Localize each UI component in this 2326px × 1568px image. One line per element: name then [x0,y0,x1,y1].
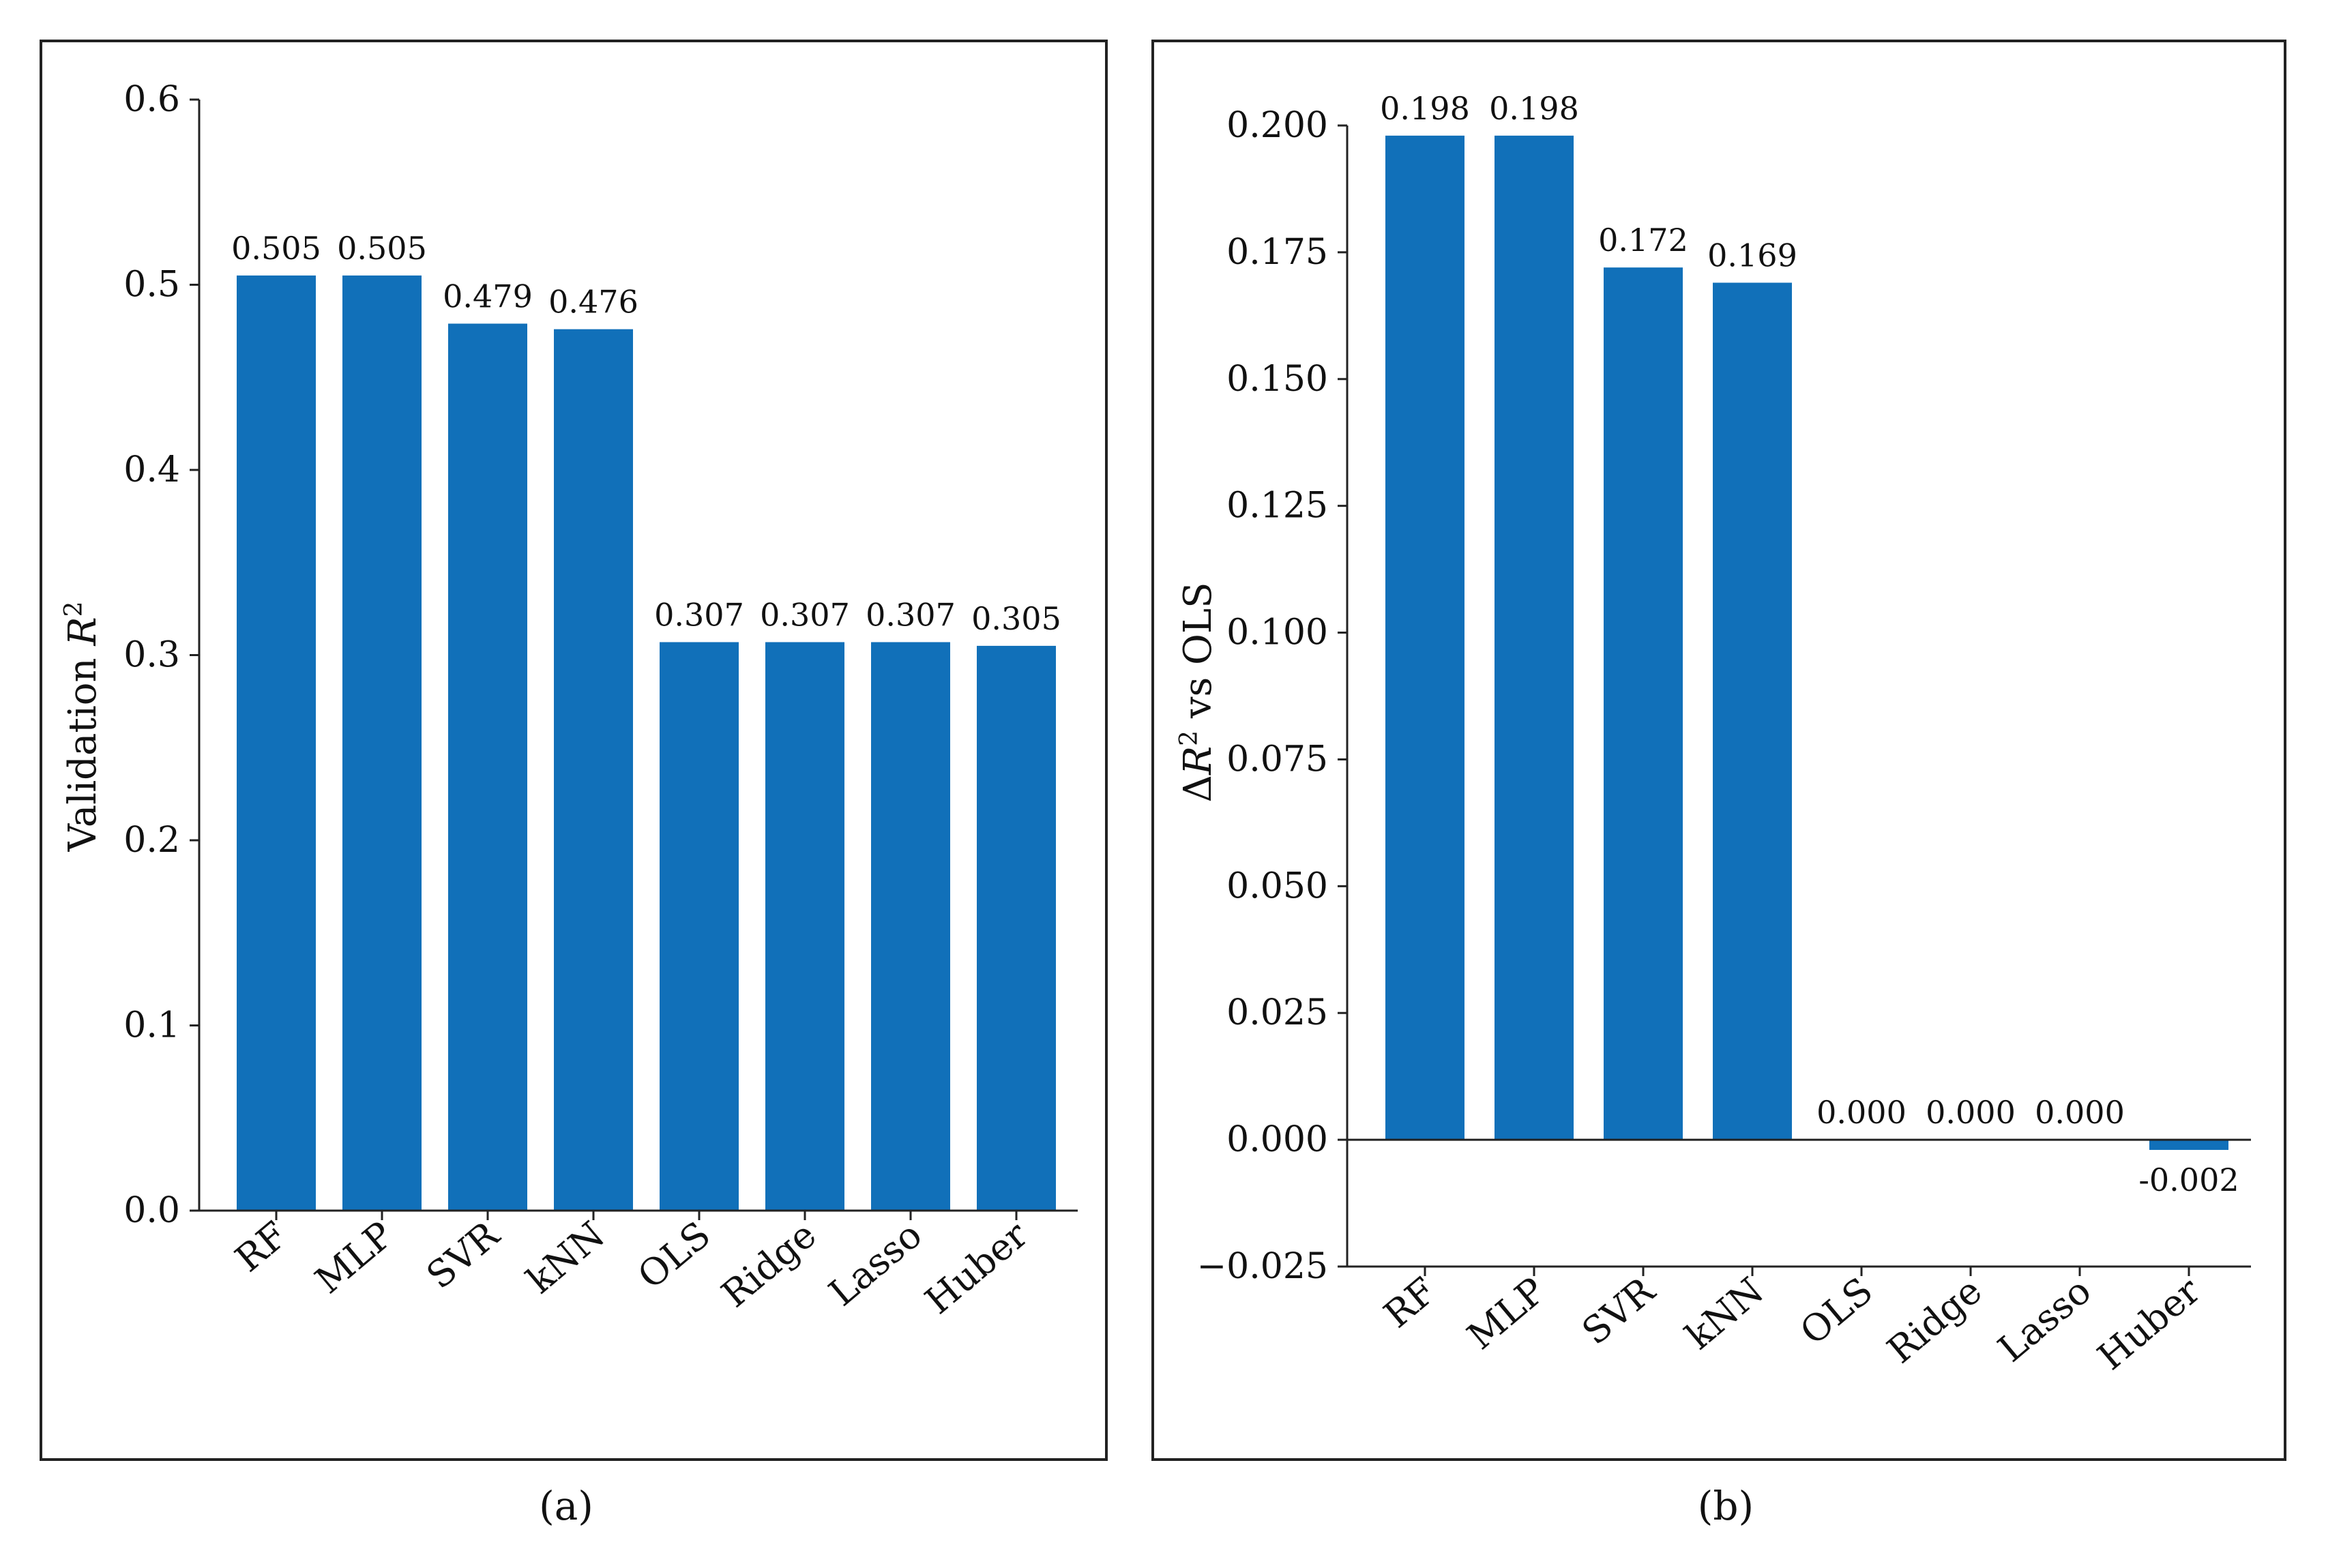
b-y-tick-label: 0.025 [1226,992,1328,1033]
a-data-label-lasso: 0.307 [866,596,956,633]
b-y-tick-label: 0.150 [1226,359,1328,400]
b-y-tick-label: 0.200 [1226,105,1328,146]
b-y-tick-label: 0.100 [1226,612,1328,653]
a-y-tick-label: 0.5 [123,265,180,306]
b-bar-knn [1713,282,1792,1140]
a-data-label-svr: 0.479 [443,278,533,315]
a-bar-knn [554,329,633,1211]
a-bar-ridge [765,642,844,1211]
a-data-label-mlp: 0.505 [337,230,427,267]
a-x-tick-label-mlp: MLP [307,1213,401,1302]
b-bar-svr [1604,267,1683,1140]
a-y-tick-label: 0.2 [123,820,180,861]
a-y-axis: 0.0 0.1 0.2 0.3 0.4 0.5 0.6 [123,79,201,1231]
a-bar-svr [448,323,527,1211]
a-y-tick-label: 0.3 [123,635,180,676]
b-x-tick-label-ols: OLS [1792,1269,1881,1354]
a-x-tick-label-lasso: Lasso [821,1213,930,1315]
a-y-tick-label: 0.1 [123,1005,180,1046]
b-bar-huber [2149,1140,2228,1150]
a-subtitle: (a) [539,1483,593,1529]
b-data-labels: 0.198 0.198 0.172 0.169 0.000 0.000 0.000 -0.00… [1380,90,2239,1198]
b-y-tick-label: 0.050 [1226,866,1328,906]
b-data-label-huber: -0.002 [2138,1162,2239,1198]
a-bar-huber [977,645,1056,1211]
b-data-label-ridge: 0.000 [1926,1094,2016,1131]
a-y-tick-label: 0.6 [123,79,180,120]
panel-a: 0.0 0.1 0.2 0.3 0.4 0.5 0.6 0.505 0.505 0.479 0.4… [40,40,1108,1529]
b-y-axis-label: ΔR2 vs OLS [1175,582,1221,803]
a-x-tick-label-ols: OLS [630,1213,718,1298]
b-bar-mlp [1495,135,1574,1140]
a-bar-rf [237,275,316,1211]
a-x-tick-label-rf: RF [227,1213,295,1280]
b-bars [1385,135,2228,1150]
b-y-axis: −0.025 0.000 0.025 0.050 0.075 0.100 0.125 0.15… [1197,105,1349,1287]
a-bar-ols [660,642,739,1211]
b-x-tick-label-knn: kNN [1677,1269,1771,1358]
b-y-tick-label: 0.000 [1226,1119,1328,1160]
b-x-tick-label-huber: Huber [2089,1269,2208,1378]
b-x-tick-label-lasso: Lasso [1990,1269,2099,1371]
b-x-tick-label-ridge: Ridge [1879,1269,1990,1372]
a-x-tick-label-ridge: Ridge [713,1213,824,1316]
a-x-tick-label-knn: kNN [518,1213,613,1302]
b-x-tick-label-rf: RF [1376,1269,1444,1336]
b-data-label-knn: 0.169 [1707,237,1797,274]
a-x-tick-label-svr: SVR [418,1213,507,1297]
a-y-tick-label: 0.0 [123,1190,180,1231]
a-y-axis-label: Validation R2 [60,602,106,853]
b-data-label-lasso: 0.000 [2035,1094,2125,1131]
b-data-label-mlp: 0.198 [1489,90,1579,127]
b-data-label-svr: 0.172 [1598,222,1688,258]
b-subtitle: (b) [1698,1483,1754,1529]
b-y-tick-label: 0.075 [1226,739,1328,780]
b-x-tick-label-svr: SVR [1574,1269,1663,1353]
b-y-tick-label: 0.175 [1226,232,1328,273]
a-y-tick-label: 0.4 [123,449,180,490]
panel-a-frame [40,40,1108,1461]
a-bar-mlp [342,275,422,1211]
a-data-label-ols: 0.307 [654,596,744,633]
b-y-tick-label: 0.125 [1226,486,1328,527]
a-data-label-rf: 0.505 [231,230,321,267]
a-data-label-knn: 0.476 [548,284,638,321]
b-x-tick-label-mlp: MLP [1459,1269,1553,1358]
a-data-labels: 0.505 0.505 0.479 0.476 0.307 0.307 0.307 0.305 [231,230,1061,637]
b-data-label-rf: 0.198 [1380,90,1470,127]
a-bar-lasso [871,642,950,1211]
a-bars [237,275,1056,1211]
b-data-label-ols: 0.000 [1816,1094,1907,1131]
a-data-label-huber: 0.305 [971,600,1061,637]
b-y-tick-label: −0.025 [1197,1246,1328,1287]
b-bar-rf [1385,135,1464,1140]
a-x-tick-label-huber: Huber [917,1213,1035,1322]
panel-b-frame [1151,40,2286,1461]
panel-b: −0.025 0.000 0.025 0.050 0.075 0.100 0.125 0.15… [1151,40,2286,1529]
a-data-label-ridge: 0.307 [760,596,850,633]
